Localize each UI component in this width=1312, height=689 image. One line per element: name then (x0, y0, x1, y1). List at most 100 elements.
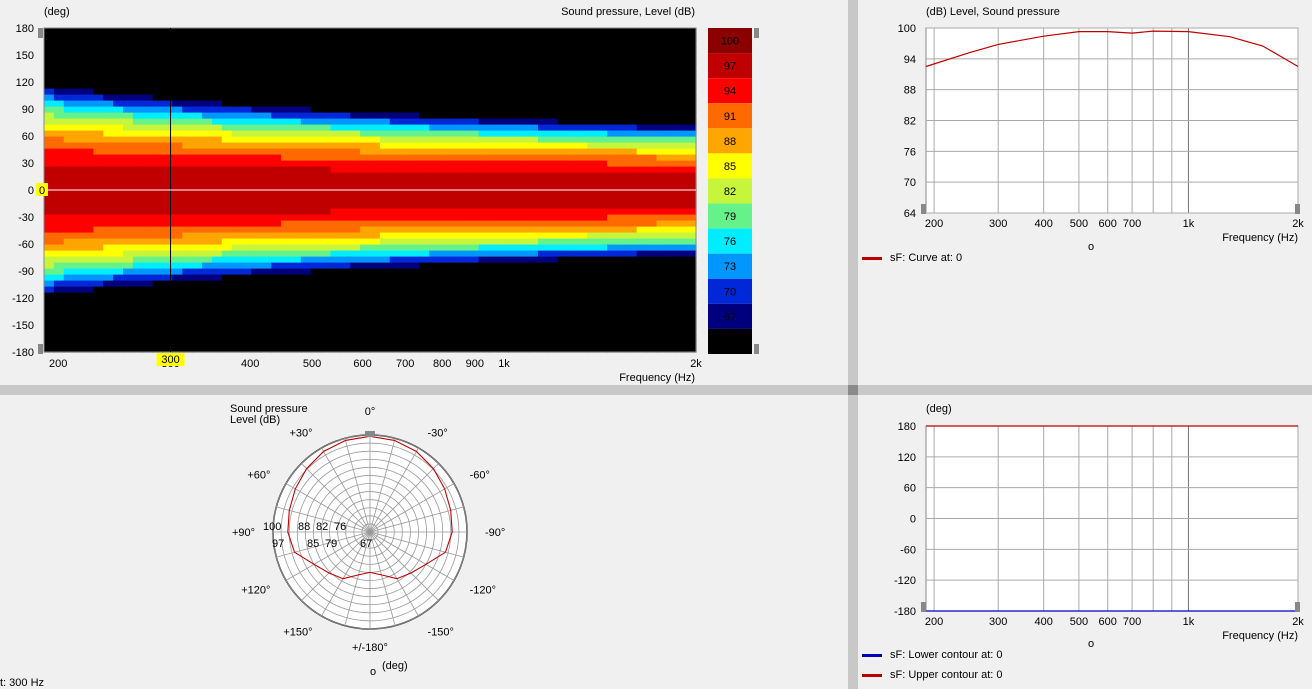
legend-lower-label: sF: Lower contour at: 0 (890, 649, 1003, 661)
contour-cell (192, 148, 203, 155)
contour-cell (686, 250, 697, 257)
contour-cell (251, 316, 262, 323)
contour-cell (241, 196, 253, 203)
contour-cell (607, 286, 618, 293)
contour-cell (231, 112, 243, 119)
contour-cell (547, 208, 559, 215)
contour-cell (103, 106, 114, 113)
contour-cell (211, 232, 223, 239)
contour-cell (597, 232, 608, 239)
contour-cell (271, 40, 282, 47)
legend-curve-swatch (862, 256, 882, 260)
colorbar-label: 100 (721, 36, 739, 48)
contour-cell (557, 304, 569, 311)
contour-cell (211, 328, 223, 335)
contour-cell (646, 304, 658, 311)
contour-cell (439, 82, 450, 89)
contour-cell (310, 268, 322, 275)
contour-cell (261, 136, 272, 143)
contour-cell (83, 148, 94, 155)
contour-cell (616, 118, 628, 125)
contour-cell (597, 40, 608, 47)
legend-lower[interactable]: sF: Lower contour at: 0 (862, 649, 1003, 661)
contour-cell (439, 148, 450, 155)
contour-cell (498, 166, 509, 173)
contour-cell (537, 190, 549, 197)
contour-cell (192, 130, 203, 137)
contour-cell (113, 334, 124, 341)
contour-cell (152, 292, 164, 299)
contour-cell (518, 172, 529, 179)
contour-cell (528, 178, 539, 185)
contour-cell (607, 124, 618, 131)
contour-cell (320, 166, 332, 173)
contour-cell (577, 172, 588, 179)
contour-cell (656, 88, 667, 95)
contour-cell (686, 94, 697, 101)
contour-cell (241, 166, 253, 173)
contour-cell (320, 256, 332, 263)
contour-cell (192, 136, 203, 143)
contour-cell (399, 94, 411, 101)
contour-cell (439, 130, 450, 137)
contour-cell (616, 52, 628, 59)
contour-cell (53, 232, 65, 239)
contour-cell (557, 340, 569, 347)
contour-cell (458, 292, 470, 299)
contour-cell (142, 346, 154, 353)
contour-cell (616, 172, 628, 179)
contour-cell (271, 310, 282, 317)
vertical-splitter[interactable] (848, 0, 858, 689)
contour-cell (587, 94, 598, 101)
contour-cell (587, 166, 598, 173)
contour-cell (142, 238, 154, 245)
contour-cell (152, 34, 164, 41)
contour-cell (508, 46, 519, 53)
contour-cell (607, 118, 618, 125)
contour-cell (152, 76, 164, 83)
contour-cell (83, 310, 94, 317)
contour-cell (221, 322, 233, 329)
contour-cell (626, 274, 638, 281)
contour-cell (616, 310, 628, 317)
contour-cell (607, 334, 618, 341)
contour-cell (409, 40, 420, 47)
contour-cell (251, 340, 262, 347)
contour-cell (192, 58, 203, 65)
contour-cell (330, 136, 341, 143)
contour-cell (488, 130, 500, 137)
contour-cell (63, 262, 75, 269)
contour-cell (399, 250, 411, 257)
contour-cell (597, 118, 608, 125)
horizontal-splitter[interactable] (0, 385, 1312, 395)
contour-cell (113, 220, 124, 227)
contour-cell (607, 292, 618, 299)
contour-cell (508, 244, 519, 251)
contour-cell (399, 196, 411, 203)
contour-cell (172, 316, 183, 323)
contour-cell (636, 328, 648, 335)
contour-cell (597, 256, 608, 263)
contour-cell (44, 64, 55, 71)
contour-cell (478, 82, 490, 89)
contour-cell (498, 208, 509, 215)
legend-upper[interactable]: sF: Upper contour at: 0 (862, 669, 1003, 681)
contour-cell (310, 100, 322, 107)
contour-cell (63, 220, 75, 227)
splitter-handle[interactable] (848, 385, 858, 395)
contour-cell (607, 76, 618, 83)
legend-curve[interactable]: sF: Curve at: 0 (862, 252, 962, 264)
contour-cell (202, 106, 213, 113)
contour-cell (261, 244, 272, 251)
contour-cell (478, 238, 490, 245)
contour-cell (686, 262, 697, 269)
contour-chart[interactable]: 1801501209060300-30-60-90-120-150-180200… (0, 0, 848, 385)
cursor-x-marker (156, 353, 185, 366)
contour-cell (142, 94, 154, 101)
polar-chart[interactable]: 0°-30°-60°-90°-120°-150°+/-180°+150°+120… (0, 395, 848, 689)
contour-cell (646, 34, 658, 41)
contour-cell (607, 100, 618, 107)
contour-cell (310, 202, 322, 209)
